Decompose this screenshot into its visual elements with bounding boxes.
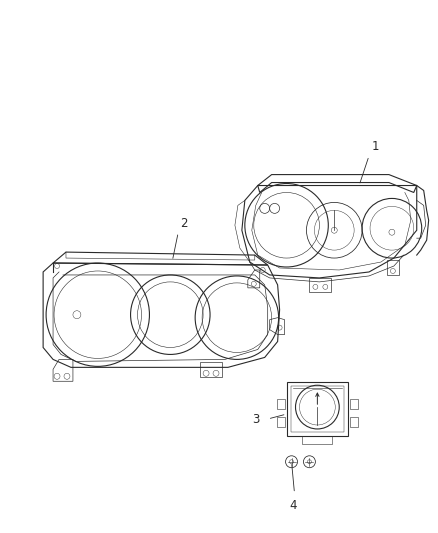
Text: 3: 3 [252,413,260,425]
Text: 2: 2 [180,217,188,230]
Text: 1: 1 [372,140,379,153]
Text: 4: 4 [290,498,297,512]
